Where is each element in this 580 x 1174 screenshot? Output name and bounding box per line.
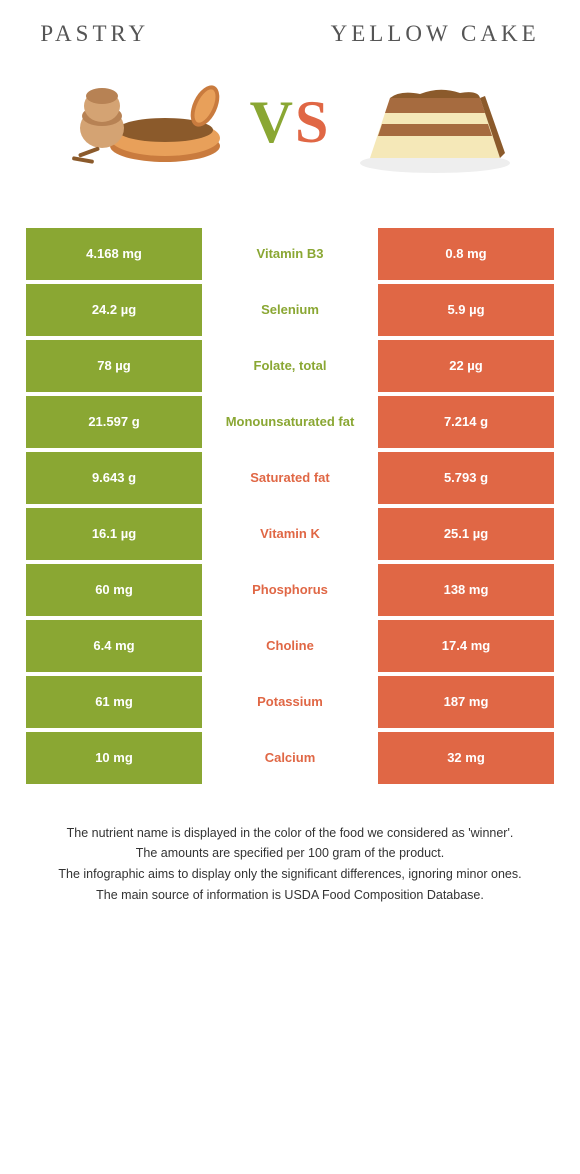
table-row: 61 mgPotassium187 mg: [26, 676, 554, 728]
left-value-cell: 9.643 g: [26, 452, 202, 504]
right-value-cell: 32 mg: [378, 732, 554, 784]
right-value-cell: 25.1 µg: [378, 508, 554, 560]
note-line-4: The main source of information is USDA F…: [26, 886, 554, 905]
nutrient-name-cell: Folate, total: [202, 340, 378, 392]
footer-notes: The nutrient name is displayed in the co…: [0, 794, 580, 947]
left-value-cell: 4.168 mg: [26, 228, 202, 280]
nutrient-name-cell: Choline: [202, 620, 378, 672]
table-row: 9.643 gSaturated fat5.793 g: [26, 452, 554, 504]
pastry-icon: [60, 68, 230, 178]
left-value-cell: 21.597 g: [26, 396, 202, 448]
note-line-1: The nutrient name is displayed in the co…: [26, 824, 554, 843]
note-line-2: The amounts are specified per 100 gram o…: [26, 844, 554, 863]
left-food-title: Pastry: [40, 20, 149, 48]
left-value-cell: 16.1 µg: [26, 508, 202, 560]
right-value-cell: 0.8 mg: [378, 228, 554, 280]
nutrient-name-cell: Vitamin B3: [202, 228, 378, 280]
nutrient-name-cell: Monounsaturated fat: [202, 396, 378, 448]
note-line-3: The infographic aims to display only the…: [26, 865, 554, 884]
nutrient-name-cell: Potassium: [202, 676, 378, 728]
table-row: 21.597 gMonounsaturated fat7.214 g: [26, 396, 554, 448]
nutrient-name-cell: Calcium: [202, 732, 378, 784]
table-row: 60 mgPhosphorus138 mg: [26, 564, 554, 616]
right-value-cell: 22 µg: [378, 340, 554, 392]
pastry-image: [60, 68, 230, 178]
right-value-cell: 17.4 mg: [378, 620, 554, 672]
table-row: 78 µgFolate, total22 µg: [26, 340, 554, 392]
right-value-cell: 5.9 µg: [378, 284, 554, 336]
right-value-cell: 5.793 g: [378, 452, 554, 504]
left-value-cell: 6.4 mg: [26, 620, 202, 672]
comparison-table: 4.168 mgVitamin B30.8 mg24.2 µgSelenium5…: [26, 228, 554, 784]
vs-v-letter: V: [250, 89, 295, 155]
left-value-cell: 24.2 µg: [26, 284, 202, 336]
right-value-cell: 7.214 g: [378, 396, 554, 448]
left-value-cell: 61 mg: [26, 676, 202, 728]
nutrient-name-cell: Saturated fat: [202, 452, 378, 504]
header: Pastry Yellow cake: [0, 0, 580, 58]
vs-s-letter: S: [295, 89, 330, 155]
left-value-cell: 60 mg: [26, 564, 202, 616]
vs-row: VS: [0, 58, 580, 208]
table-row: 16.1 µgVitamin K25.1 µg: [26, 508, 554, 560]
table-row: 4.168 mgVitamin B30.8 mg: [26, 228, 554, 280]
cake-icon: [350, 68, 520, 178]
right-food-title: Yellow cake: [331, 20, 540, 48]
table-row: 10 mgCalcium32 mg: [26, 732, 554, 784]
left-value-cell: 78 µg: [26, 340, 202, 392]
left-value-cell: 10 mg: [26, 732, 202, 784]
table-row: 6.4 mgCholine17.4 mg: [26, 620, 554, 672]
table-row: 24.2 µgSelenium5.9 µg: [26, 284, 554, 336]
nutrient-name-cell: Selenium: [202, 284, 378, 336]
nutrient-name-cell: Vitamin K: [202, 508, 378, 560]
right-value-cell: 187 mg: [378, 676, 554, 728]
vs-label: VS: [250, 88, 331, 157]
right-value-cell: 138 mg: [378, 564, 554, 616]
cake-image: [350, 68, 520, 178]
nutrient-name-cell: Phosphorus: [202, 564, 378, 616]
